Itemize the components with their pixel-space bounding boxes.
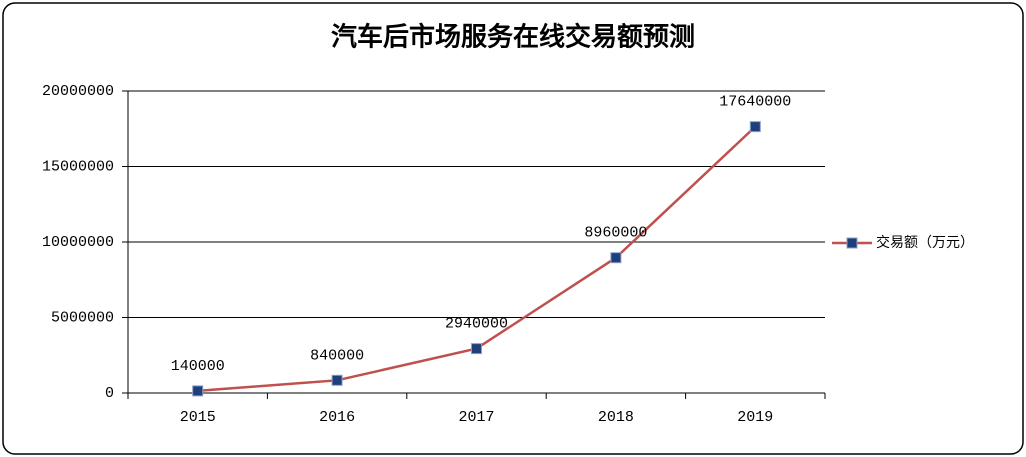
y-tick-label: 5000000: [51, 309, 114, 326]
data-label: 2940000: [445, 316, 508, 333]
x-tick-label: 2015: [180, 409, 216, 426]
y-tick-label: 20000000: [42, 83, 114, 100]
point-marker: [331, 374, 343, 386]
chart-title: 汽车后市场服务在线交易额预测: [331, 22, 695, 53]
x-tick-label: 2016: [319, 409, 355, 426]
data-label: 8960000: [584, 225, 647, 242]
point-marker: [192, 385, 204, 397]
legend-label: 交易额（万元）: [876, 234, 974, 251]
point-marker: [610, 252, 622, 264]
legend-marker: [846, 237, 858, 249]
data-label: 140000: [171, 358, 225, 375]
point-marker: [749, 121, 761, 133]
x-tick-label: 2019: [737, 409, 773, 426]
data-label: 17640000: [719, 94, 791, 111]
data-label: 840000: [310, 347, 364, 364]
point-marker: [471, 343, 482, 355]
y-tick-label: 0: [105, 385, 114, 402]
y-tick-label: 10000000: [42, 234, 114, 251]
y-tick-label: 15000000: [42, 158, 114, 175]
x-tick-label: 2017: [458, 409, 494, 426]
x-tick-label: 2018: [598, 409, 634, 426]
